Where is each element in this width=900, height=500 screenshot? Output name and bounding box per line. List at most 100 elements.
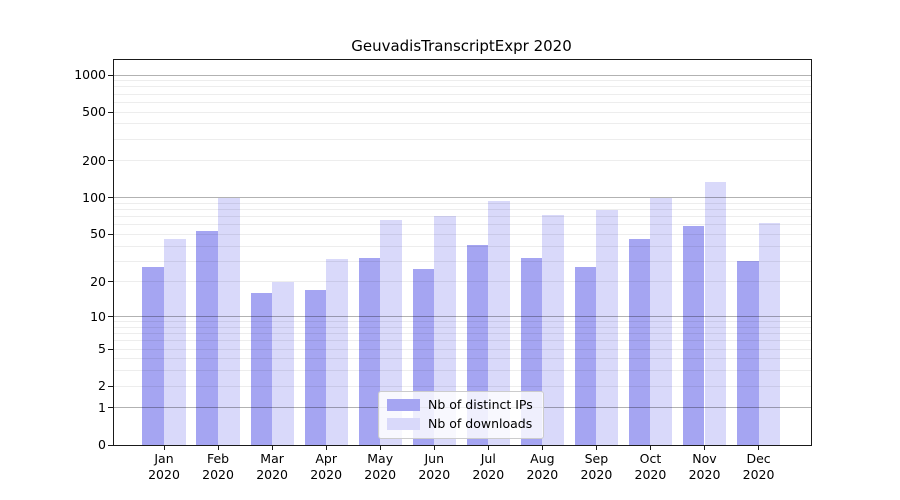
x-tick-mark — [649, 446, 651, 450]
x-tick-year: 2020 — [364, 467, 397, 482]
bar-downloads-may — [380, 219, 402, 445]
x-tick-year: 2020 — [310, 467, 343, 482]
legend-row: Nb of distinct IPs — [387, 397, 533, 413]
legend-row: Nb of downloads — [387, 416, 533, 432]
bar-downloads-jun — [434, 215, 456, 445]
x-tick-year: 2020 — [742, 467, 775, 482]
bar-ips-dec — [736, 261, 759, 445]
bar-downloads-oct — [650, 198, 673, 445]
x-tick-month: Dec — [746, 451, 771, 466]
bar-downloads-mar — [272, 281, 294, 445]
x-tick-month: Feb — [206, 451, 230, 466]
x-tick-label-oct: Oct 2020 — [620, 451, 680, 483]
y-tick-label: 10 — [90, 308, 106, 324]
y-tick-mark — [108, 407, 113, 409]
x-tick-year: 2020 — [688, 467, 721, 482]
bar-downloads-feb — [218, 198, 240, 445]
legend-swatch — [387, 399, 420, 411]
x-tick-mark — [758, 446, 760, 450]
y-tick-label: 1 — [98, 399, 106, 415]
x-tick-year: 2020 — [526, 467, 559, 482]
y-tick-mark — [108, 348, 113, 350]
bar-downloads-apr — [326, 259, 348, 445]
legend-label: Nb of distinct IPs — [428, 397, 533, 412]
x-tick-label-sep: Sep 2020 — [566, 451, 626, 483]
y-tick-label: 500 — [82, 104, 106, 120]
x-tick-label-may: May 2020 — [350, 451, 410, 483]
legend: Nb of distinct IPs Nb of downloads — [378, 391, 544, 439]
y-tick-mark — [108, 316, 113, 318]
x-tick-year: 2020 — [256, 467, 288, 482]
y-tick-mark — [108, 197, 113, 199]
x-tick-month: Aug — [530, 451, 555, 466]
x-tick-mark — [541, 446, 543, 450]
x-tick-month: Jul — [480, 451, 496, 466]
x-tick-mark — [271, 446, 273, 450]
x-tick-label-nov: Nov 2020 — [675, 451, 735, 483]
x-tick-month: Nov — [692, 451, 717, 466]
chart-title: GeuvadisTranscriptExpr 2020 — [351, 37, 572, 55]
x-tick-label-apr: Apr 2020 — [296, 451, 356, 483]
x-tick-month: Mar — [260, 451, 284, 466]
x-tick-month: Sep — [584, 451, 609, 466]
y-tick-label: 200 — [82, 152, 106, 168]
legend-swatch — [387, 418, 420, 430]
y-tick-mark — [108, 444, 113, 446]
bar-downloads-jan — [164, 238, 186, 445]
y-tick-label: 0 — [98, 437, 106, 452]
y-tick-label: 100 — [82, 189, 106, 205]
y-tick-mark — [108, 233, 113, 235]
y-tick-mark — [108, 160, 113, 162]
y-tick-label: 5 — [98, 341, 106, 357]
x-tick-mark — [217, 446, 219, 450]
x-tick-year: 2020 — [634, 467, 667, 482]
y-tick-label: 1000 — [74, 67, 106, 82]
bar-ips-apr — [304, 290, 327, 445]
x-tick-year: 2020 — [418, 467, 451, 482]
x-tick-mark — [433, 446, 435, 450]
bar-downloads-jul — [488, 200, 510, 445]
bar-ips-nov — [682, 225, 705, 445]
bars-layer — [114, 60, 811, 445]
x-tick-year: 2020 — [472, 467, 505, 482]
x-tick-mark — [704, 446, 705, 450]
y-tick-label: 2 — [98, 378, 106, 394]
y-tick-mark — [108, 111, 113, 113]
x-tick-mark — [487, 446, 489, 450]
x-tick-label-jul: Jul 2020 — [458, 451, 518, 483]
x-tick-label-feb: Feb 2020 — [188, 451, 248, 483]
bar-downloads-dec — [758, 223, 781, 445]
bar-ips-oct — [628, 238, 651, 445]
y-tick-label: 50 — [90, 226, 106, 242]
legend-label: Nb of downloads — [428, 416, 533, 431]
x-tick-mark — [163, 446, 165, 450]
x-tick-label-jun: Jun 2020 — [404, 451, 464, 483]
bar-ips-jan — [142, 266, 164, 445]
x-tick-mark — [379, 446, 381, 450]
plot-area — [113, 59, 812, 446]
x-tick-month: Jan — [154, 451, 174, 466]
x-tick-mark — [325, 446, 327, 450]
x-tick-month: Jun — [424, 451, 445, 466]
y-tick-mark — [108, 385, 113, 387]
bar-ips-mar — [250, 293, 273, 445]
bar-ips-sep — [574, 266, 597, 445]
bar-downloads-aug — [542, 214, 564, 445]
y-tick-label: 20 — [90, 273, 106, 289]
x-tick-label-dec: Dec 2020 — [729, 451, 789, 483]
y-tick-mark — [108, 281, 113, 283]
x-tick-label-aug: Aug 2020 — [512, 451, 572, 483]
y-tick-mark — [108, 74, 113, 76]
bar-ips-feb — [196, 231, 219, 445]
x-tick-label-jan: Jan 2020 — [134, 451, 194, 483]
x-tick-year: 2020 — [580, 467, 613, 482]
x-tick-month: Oct — [639, 451, 662, 466]
x-tick-month: Apr — [315, 451, 337, 466]
x-tick-year: 2020 — [148, 467, 180, 482]
x-tick-label-mar: Mar 2020 — [242, 451, 302, 483]
bar-downloads-nov — [704, 182, 727, 445]
x-tick-year: 2020 — [202, 467, 234, 482]
x-tick-month: May — [367, 451, 394, 466]
bar-ips-may — [358, 257, 381, 445]
